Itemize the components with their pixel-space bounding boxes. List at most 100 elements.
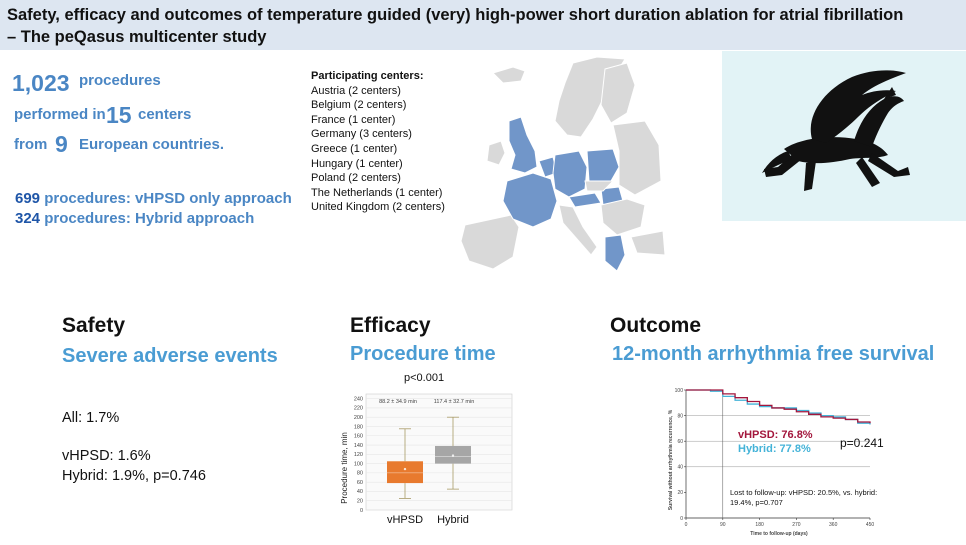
- countries-label: European countries.: [79, 136, 225, 153]
- box-plot: Procedure time, min 0 20 40 60 80 100 120 140 16…: [340, 393, 513, 526]
- box-y-tick-label: 80: [357, 471, 363, 477]
- centers-heading: Participating centers:: [311, 70, 424, 82]
- title-bar: [0, 0, 966, 50]
- map-poland: [586, 148, 620, 182]
- km-y-tick-label: 80: [677, 413, 683, 419]
- outcome-heading: Outcome: [610, 314, 702, 337]
- map-ireland: [486, 140, 506, 166]
- km-axes: 0 20 40 60 80 100 0 90 180 270 360 450: [675, 388, 875, 528]
- center-item: Poland (2 centers): [311, 172, 401, 185]
- outcome-subheading: 12-month arrhythmia free survival: [612, 343, 935, 365]
- efficacy-heading: Efficacy: [350, 314, 431, 337]
- box-hybrid-stat: 117.4 ± 32.7 min: [434, 399, 475, 405]
- km-vhpsd-legend: vHPSD: 76.8%: [738, 429, 813, 441]
- km-y-tick-label: 0: [680, 516, 683, 522]
- map-greece: [604, 234, 626, 272]
- box-mean-marker: [451, 454, 455, 457]
- center-item: France (1 center): [311, 113, 396, 126]
- map-italy: [558, 204, 598, 256]
- center-item: Belgium (2 centers): [311, 99, 407, 112]
- centers-label: centers: [138, 106, 192, 123]
- box-y-tick-label: 100: [354, 461, 363, 467]
- map-east: [612, 120, 662, 196]
- europe-map: [460, 56, 665, 272]
- km-y-axis-label: Survival without arrhythmia recurrence, …: [668, 409, 674, 510]
- km-lost-line2: 19.4%, p=0.707: [730, 498, 783, 507]
- box-y-tick-label: 60: [357, 480, 363, 486]
- km-x-tick-label: 90: [720, 522, 726, 528]
- km-plot: Survival without arrhythmia recurrence, …: [668, 388, 875, 537]
- km-x-tick-label: 360: [829, 522, 838, 528]
- map-united-kingdom: [508, 116, 538, 174]
- procedures-count: 1,023: [12, 70, 70, 96]
- map-turkey: [630, 230, 665, 256]
- box-y-tick-label: 160: [354, 434, 363, 440]
- approach-hybrid: 324 procedures: Hybrid approach: [15, 210, 254, 227]
- km-y-tick-label: 20: [677, 490, 683, 496]
- box-y-ticks: 0 20 40 60 80 100 120 140 160 180 200 220 240: [354, 396, 363, 513]
- map-germany: [552, 150, 588, 198]
- box-y-tick-label: 40: [357, 489, 363, 495]
- procedures-label: procedures: [79, 72, 161, 89]
- map-balkans: [600, 198, 646, 236]
- box-mean-marker: [403, 467, 407, 471]
- efficacy-p-value: p<0.001: [404, 372, 445, 384]
- box-y-tick-label: 220: [354, 406, 363, 412]
- box-y-axis-label: Procedure time, min: [340, 432, 349, 504]
- approach-hybrid-label: procedures: Hybrid approach: [44, 210, 255, 227]
- approach-vhpsd: 699 procedures: vHPSD only approach: [15, 190, 292, 207]
- km-line-vhpsd: [686, 389, 871, 424]
- map-central: [584, 180, 615, 192]
- map-france: [502, 172, 558, 228]
- km-y-tick-label: 40: [677, 465, 683, 471]
- box-hybrid-label: Hybrid: [437, 514, 469, 526]
- efficacy-subheading: Procedure time: [350, 343, 496, 365]
- box-y-tick-label: 240: [354, 396, 363, 402]
- center-item: Hungary (1 center): [311, 157, 403, 170]
- page-title-line2: – The peQasus multicenter study: [7, 28, 267, 46]
- box-marks: [387, 416, 471, 499]
- box-y-tick-label: 140: [354, 443, 363, 449]
- km-x-tick-label: 180: [755, 522, 764, 528]
- km-p-value: p=0.241: [840, 436, 884, 450]
- safety-all: All: 1.7%: [62, 410, 120, 426]
- km-y-tick-label: 100: [675, 388, 684, 394]
- km-x-tick-label: 0: [685, 522, 688, 528]
- center-item: Austria (2 centers): [311, 84, 401, 97]
- safety-subheading: Severe adverse events: [62, 345, 278, 367]
- km-lost-line1: Lost to follow-up: vHPSD: 20.5%, vs. hyb…: [730, 488, 878, 497]
- km-lines: [686, 389, 871, 425]
- safety-hybrid: Hybrid: 1.9%, p=0.746: [62, 468, 206, 484]
- box-vhpsd-stat: 88.2 ± 34.9 min: [379, 399, 417, 405]
- center-item: United Kingdom (2 centers): [311, 201, 445, 214]
- km-x-tick-label: 270: [792, 522, 801, 528]
- approach-vhpsd-count: 699: [15, 190, 41, 207]
- map-iceland: [492, 66, 526, 84]
- km-lost-followup: Lost to follow-up: vHPSD: 20.5%, vs. hyb…: [730, 488, 877, 508]
- performed-in-label: performed in: [14, 106, 106, 123]
- km-hybrid-legend: Hybrid: 77.8%: [738, 443, 811, 455]
- approach-hybrid-count: 324: [15, 210, 41, 227]
- box-vhpsd: [387, 461, 423, 484]
- box-y-tick-label: 120: [354, 452, 363, 458]
- box-y-tick-label: 200: [354, 415, 363, 421]
- box-y-tick-label: 20: [357, 499, 363, 505]
- map-finland: [600, 62, 636, 124]
- box-vhpsd-label: vHPSD: [387, 514, 423, 526]
- center-item: Germany (3 centers): [311, 128, 412, 141]
- map-austria: [568, 192, 602, 208]
- center-item: Greece (1 center): [311, 142, 398, 155]
- center-item: The Netherlands (1 center): [311, 186, 443, 199]
- box-y-tick-label: 0: [360, 508, 363, 514]
- centers-list: Participating centers: Austria (2 center…: [311, 69, 445, 215]
- safety-vhpsd: vHPSD: 1.6%: [62, 448, 151, 464]
- countries-count: 9: [55, 131, 68, 157]
- km-x-tick-label: 450: [866, 522, 875, 528]
- pegasus-icon: [762, 70, 910, 191]
- map-iberia: [460, 214, 520, 270]
- centers-count: 15: [106, 102, 132, 128]
- safety-heading: Safety: [62, 314, 126, 337]
- km-y-tick-label: 60: [677, 439, 683, 445]
- from-label: from: [14, 136, 48, 153]
- km-x-axis-label: Time to follow-up (days): [750, 531, 808, 537]
